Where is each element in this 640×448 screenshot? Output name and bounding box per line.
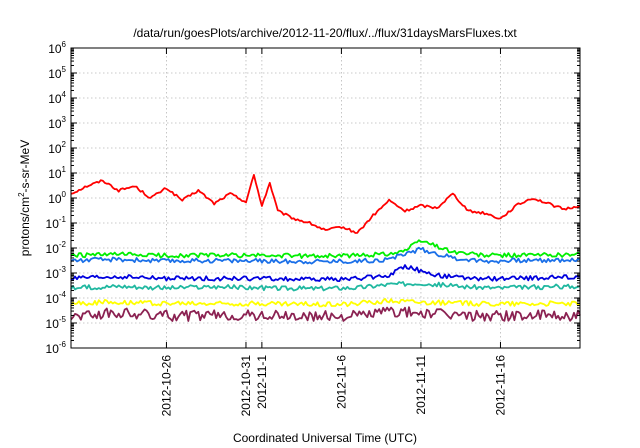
x-tick-label: 2012-11-6 [334, 355, 348, 409]
y-tick-label: 10-5 [46, 315, 67, 331]
y-tick-label: 10-2 [46, 240, 67, 256]
y-tick-label: 10-1 [46, 215, 67, 231]
series-line-4 [70, 264, 581, 282]
x-tick-label: 2012-10-31 [239, 355, 253, 417]
y-tick-label: 10-6 [46, 340, 67, 356]
x-axis-label: Coordinated Universal Time (UTC) [233, 431, 417, 445]
x-tick-label: 2012-11-16 [493, 355, 507, 416]
y-axis-label: protons/cm2-s-sr-MeV [17, 140, 32, 256]
y-tick-label: 100 [48, 190, 66, 206]
series-line-2 [70, 239, 581, 259]
series-line-6 [70, 298, 581, 308]
series-line-1 [70, 174, 581, 234]
y-tick-label: 103 [48, 115, 66, 131]
x-tick-label: 2012-11-1 [255, 355, 269, 409]
y-tick-label: 106 [48, 40, 66, 56]
series-line-7 [70, 306, 581, 322]
x-tick-label: 2012-11-11 [414, 355, 428, 415]
y-tick-label: 102 [48, 140, 66, 156]
y-tick-label: 10-3 [46, 265, 67, 281]
series-group [70, 174, 581, 322]
series-line-3 [70, 246, 581, 265]
y-tick-label: 101 [48, 165, 66, 181]
y-tick-label: 104 [48, 90, 66, 106]
grid [71, 48, 580, 348]
y-tick-label: 10-4 [46, 290, 67, 306]
y-axis: 10-6 10-5 10-4 10-3 10-2 10-1 100 101 102 103 104 1… [46, 40, 580, 356]
x-axis: 2012-10-26 2012-10-31 2012-11-1 2012-11-6 20… [159, 48, 507, 416]
y-tick-label: 105 [48, 65, 66, 81]
x-tick-label: 2012-10-26 [159, 355, 173, 417]
series-line-5 [70, 281, 581, 292]
chart-title: /data/run/goesPlots/archive/2012-11-20/f… [133, 26, 517, 40]
